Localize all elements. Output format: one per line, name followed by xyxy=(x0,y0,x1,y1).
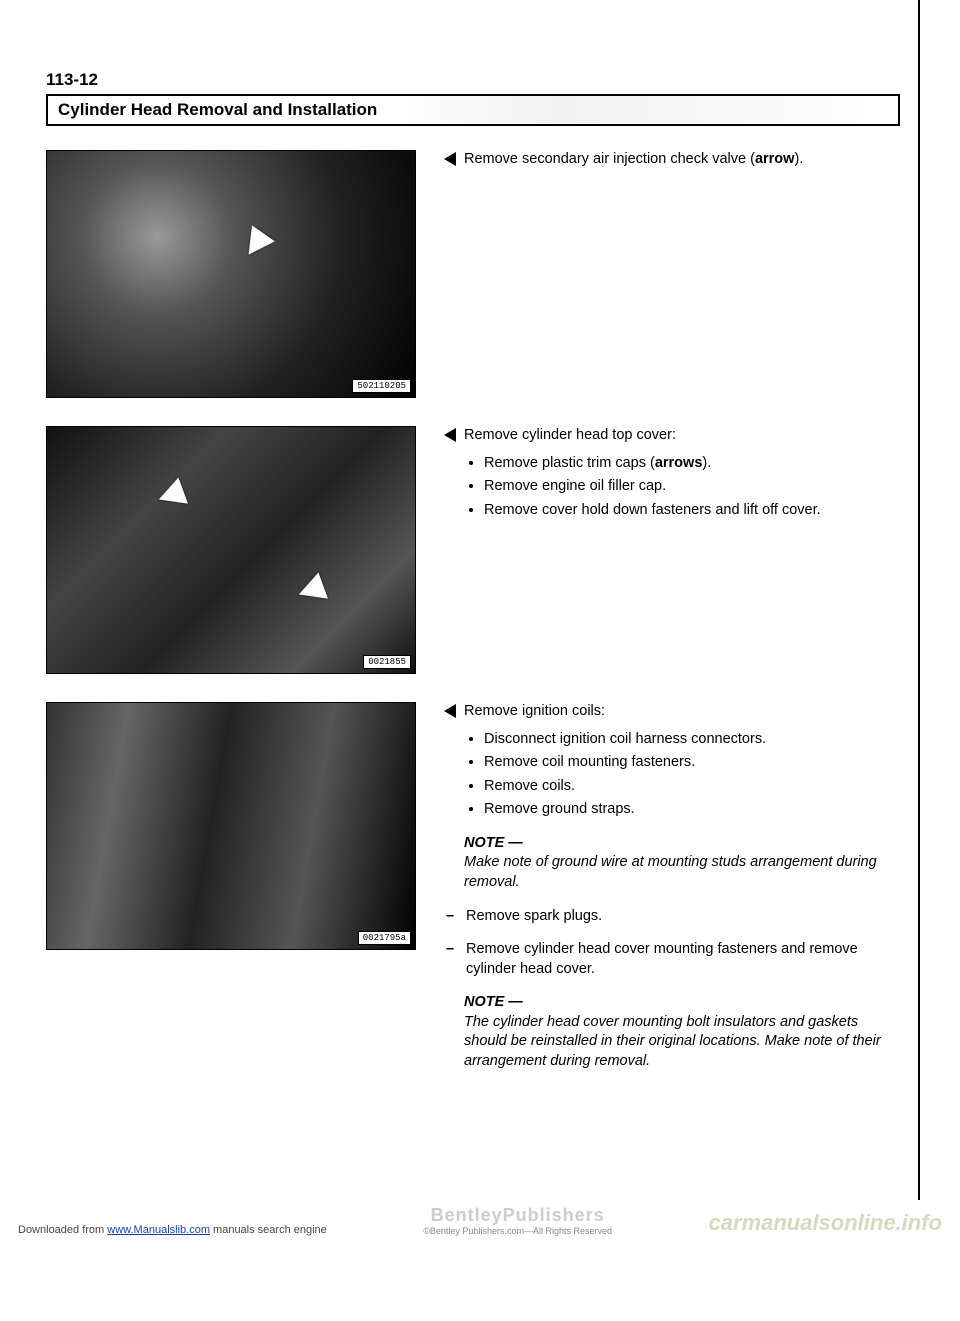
footer-right: carmanualsonline.info xyxy=(709,1210,943,1236)
footer-left: Downloaded from www.Manualslib.com manua… xyxy=(18,1224,327,1236)
bullet-list: Disconnect ignition coil harness connect… xyxy=(444,730,900,820)
figure-2: 0021855 xyxy=(46,426,416,674)
note-heading: NOTE — xyxy=(464,993,900,1013)
instruction-block-2: Remove cylinder head top cover: Remove p… xyxy=(444,426,900,702)
figure-tag: 502110205 xyxy=(352,379,411,393)
watermark-sub: ©Bentley Publishers.com—All Rights Reser… xyxy=(327,1226,709,1236)
list-item: Remove coil mounting fasteners. xyxy=(484,753,900,773)
figure-shading xyxy=(47,703,415,949)
instruction-line: Remove ignition coils: xyxy=(444,702,900,722)
dash-text: Remove spark plugs. xyxy=(466,907,602,927)
instruction-text: Remove cylinder head top cover: xyxy=(464,426,676,446)
text-column: Remove secondary air injection check val… xyxy=(444,150,900,1321)
figure-1: 502110205 xyxy=(46,150,416,398)
note-body: The cylinder head cover mounting bolt in… xyxy=(464,1013,900,1072)
section-title: Cylinder Head Removal and Installation xyxy=(58,100,377,119)
list-item: Remove coils. xyxy=(484,777,900,797)
note-body: Make note of ground wire at mounting stu… xyxy=(464,853,900,892)
bullet-list: Remove plastic trim caps (arrows). Remov… xyxy=(444,454,900,521)
triangle-icon xyxy=(444,152,456,166)
content-grid: 502110205 0021855 0021795a Remove second… xyxy=(46,150,900,1321)
list-item: Remove cover hold down fasteners and lif… xyxy=(484,501,900,521)
section-title-box: Cylinder Head Removal and Installation xyxy=(46,94,900,126)
instruction-line: Remove secondary air injection check val… xyxy=(444,150,900,170)
triangle-icon xyxy=(444,704,456,718)
text: ). xyxy=(702,455,711,471)
instruction-block-1: Remove secondary air injection check val… xyxy=(444,150,900,426)
page-number: 113-12 xyxy=(46,70,900,90)
figure-tag: 0021855 xyxy=(363,655,411,669)
note-heading: NOTE — xyxy=(464,834,900,854)
figure-shading xyxy=(47,427,415,673)
text: ). xyxy=(794,151,803,167)
figure-tag: 0021795a xyxy=(358,931,411,945)
triangle-icon xyxy=(444,428,456,442)
instruction-block-3: Remove ignition coils: Disconnect igniti… xyxy=(444,702,900,1071)
dash-text: Remove cylinder head cover mounting fast… xyxy=(466,940,900,979)
dash-item: – Remove spark plugs. xyxy=(444,907,900,927)
text: manuals search engine xyxy=(210,1224,327,1236)
text: Remove secondary air injection check val… xyxy=(464,151,755,167)
instruction-text: Remove secondary air injection check val… xyxy=(464,150,803,170)
footer-watermark: BentleyPublishers ©Bentley Publishers.co… xyxy=(327,1205,709,1236)
instruction-line: Remove cylinder head top cover: xyxy=(444,426,900,446)
text-bold: arrow xyxy=(755,151,795,167)
list-item: Disconnect ignition coil harness connect… xyxy=(484,730,900,750)
figure-shading xyxy=(47,151,415,397)
page-footer: Downloaded from www.Manualslib.com manua… xyxy=(0,1205,960,1236)
text-bold: arrows xyxy=(655,455,703,471)
figure-3: 0021795a xyxy=(46,702,416,950)
dash-icon: – xyxy=(444,907,456,927)
dash-item: – Remove cylinder head cover mounting fa… xyxy=(444,940,900,979)
footer-link[interactable]: www.Manualslib.com xyxy=(107,1224,210,1236)
watermark-text: BentleyPublishers xyxy=(431,1205,605,1225)
vertical-rule xyxy=(918,0,920,1200)
list-item: Remove ground straps. xyxy=(484,800,900,820)
list-item: Remove engine oil filler cap. xyxy=(484,477,900,497)
figures-column: 502110205 0021855 0021795a xyxy=(46,150,416,1321)
dash-icon: – xyxy=(444,940,456,960)
instruction-text: Remove ignition coils: xyxy=(464,702,605,722)
list-item: Remove plastic trim caps (arrows). xyxy=(484,454,900,474)
text: Remove plastic trim caps ( xyxy=(484,455,655,471)
text: Downloaded from xyxy=(18,1224,107,1236)
